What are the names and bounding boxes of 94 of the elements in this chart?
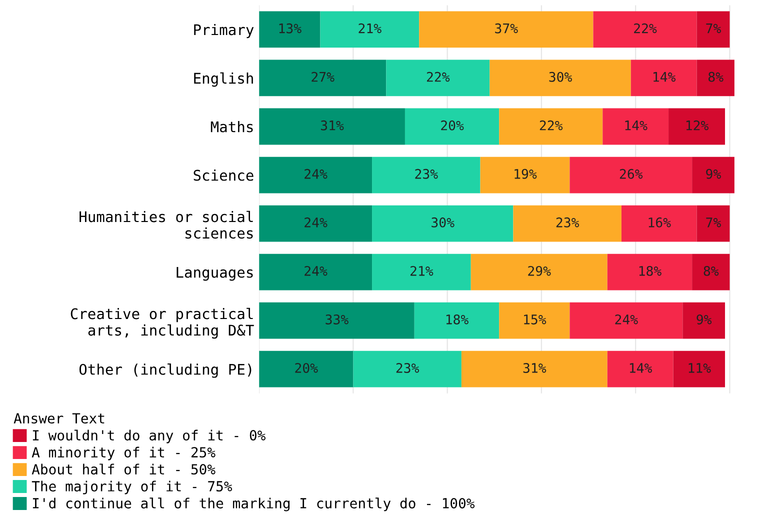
bar — [692, 156, 734, 194]
data-label: 23% — [415, 168, 438, 179]
data-label: 24% — [304, 168, 328, 179]
bar — [602, 108, 669, 145]
data-label: 18% — [639, 266, 662, 276]
bar — [372, 156, 480, 194]
data-label: 15% — [524, 314, 546, 324]
bar — [621, 205, 697, 242]
bar — [499, 302, 570, 339]
bar — [673, 350, 726, 388]
data-label: 24% — [304, 266, 328, 276]
y-tick-label: Creative or practical arts, including D&T — [70, 308, 254, 339]
data-label: 14% — [625, 120, 648, 130]
legend-title: Answer Text — [14, 413, 104, 424]
data-label: 22% — [426, 72, 450, 82]
y-tick-label: Languages — [176, 266, 253, 281]
y-tick-label: Other (including PE) — [79, 364, 252, 378]
data-label: 21% — [410, 266, 434, 276]
bar — [630, 60, 697, 96]
data-label: 29% — [528, 266, 551, 276]
bar — [696, 60, 734, 96]
bar — [259, 156, 372, 194]
y-tick-label: Primary — [194, 24, 254, 38]
data-label: 24% — [304, 217, 328, 228]
data-label: 8% — [708, 72, 724, 82]
bar — [414, 302, 500, 339]
bar — [490, 60, 631, 96]
data-label: 33% — [326, 314, 348, 324]
data-label: 20% — [295, 362, 318, 373]
bar — [607, 254, 692, 290]
data-label: 7% — [706, 24, 721, 34]
data-label: 31% — [320, 120, 344, 130]
data-label: 21% — [358, 23, 382, 34]
bar — [499, 108, 603, 145]
legend-label: A minority of it - 25% — [32, 446, 216, 460]
bar — [404, 108, 500, 145]
bar — [386, 60, 490, 96]
y-tick-label: Science — [194, 170, 254, 181]
data-label: 7% — [706, 218, 721, 228]
y-tick-label: Maths — [210, 121, 253, 132]
bar — [259, 350, 354, 388]
legend-label: The majority of it - 75% — [32, 480, 232, 494]
bar — [461, 350, 608, 388]
data-label: 12% — [686, 120, 708, 130]
y-tick-label: English — [194, 72, 253, 87]
data-label: 18% — [446, 314, 468, 324]
bar — [470, 254, 608, 290]
bar — [593, 11, 697, 48]
legend-label: I'd continue all of the marking I currently do - 100% — [32, 498, 475, 512]
bar — [668, 108, 726, 145]
bar — [372, 254, 471, 290]
bar — [480, 156, 570, 194]
data-label: 9% — [706, 168, 721, 179]
data-label: 20% — [441, 120, 464, 130]
bar — [696, 205, 730, 242]
bar — [320, 11, 420, 48]
data-label: 13% — [279, 23, 302, 34]
bar — [692, 254, 730, 290]
data-label: 8% — [704, 266, 719, 276]
bar — [259, 11, 320, 48]
data-label: 24% — [615, 314, 638, 324]
data-label: 26% — [620, 168, 643, 179]
bar — [259, 205, 372, 242]
data-label: 37% — [495, 23, 518, 34]
bar — [513, 205, 622, 242]
data-label: 31% — [523, 362, 546, 373]
bar — [259, 254, 372, 290]
data-label: 22% — [634, 23, 657, 34]
bar — [696, 11, 730, 48]
data-label: 30% — [432, 217, 454, 228]
data-label: 14% — [630, 363, 652, 373]
bar — [419, 11, 594, 48]
bar — [607, 350, 674, 388]
bar — [259, 108, 405, 145]
bar — [682, 302, 726, 339]
legend-label: About half of it - 50% — [32, 464, 216, 475]
data-label: 9% — [696, 314, 712, 324]
data-label: 27% — [312, 72, 334, 82]
y-tick-label: Humanities or social sciences — [80, 210, 253, 239]
bar — [353, 350, 462, 388]
bar — [372, 205, 514, 242]
data-label: 23% — [556, 217, 580, 228]
data-label: 23% — [396, 362, 420, 373]
bar — [570, 302, 683, 339]
bar — [570, 156, 692, 194]
bar — [259, 60, 386, 96]
bar — [259, 302, 414, 339]
data-label: 16% — [648, 217, 671, 228]
data-label: 19% — [514, 168, 537, 179]
data-label: 30% — [549, 72, 572, 82]
data-label: 22% — [540, 120, 563, 130]
legend-label: I wouldn't do any of it - 0% — [32, 430, 266, 444]
data-label: 11% — [688, 363, 711, 373]
data-label: 14% — [654, 72, 676, 82]
